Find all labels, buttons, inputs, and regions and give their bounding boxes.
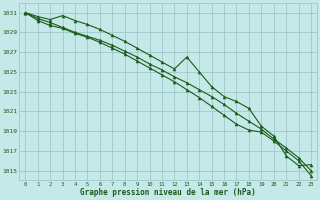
X-axis label: Graphe pression niveau de la mer (hPa): Graphe pression niveau de la mer (hPa) <box>80 188 256 197</box>
